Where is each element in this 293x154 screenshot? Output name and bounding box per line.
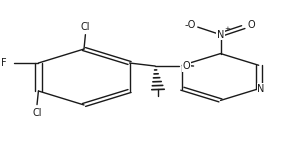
- Text: O: O: [183, 61, 190, 71]
- Text: -O: -O: [184, 20, 195, 30]
- Text: N: N: [257, 84, 265, 94]
- Text: Cl: Cl: [32, 108, 42, 118]
- Text: O: O: [247, 20, 255, 30]
- Text: F: F: [1, 58, 6, 68]
- Text: +: +: [224, 26, 230, 32]
- Text: Cl: Cl: [81, 22, 91, 32]
- Text: N: N: [217, 30, 224, 40]
